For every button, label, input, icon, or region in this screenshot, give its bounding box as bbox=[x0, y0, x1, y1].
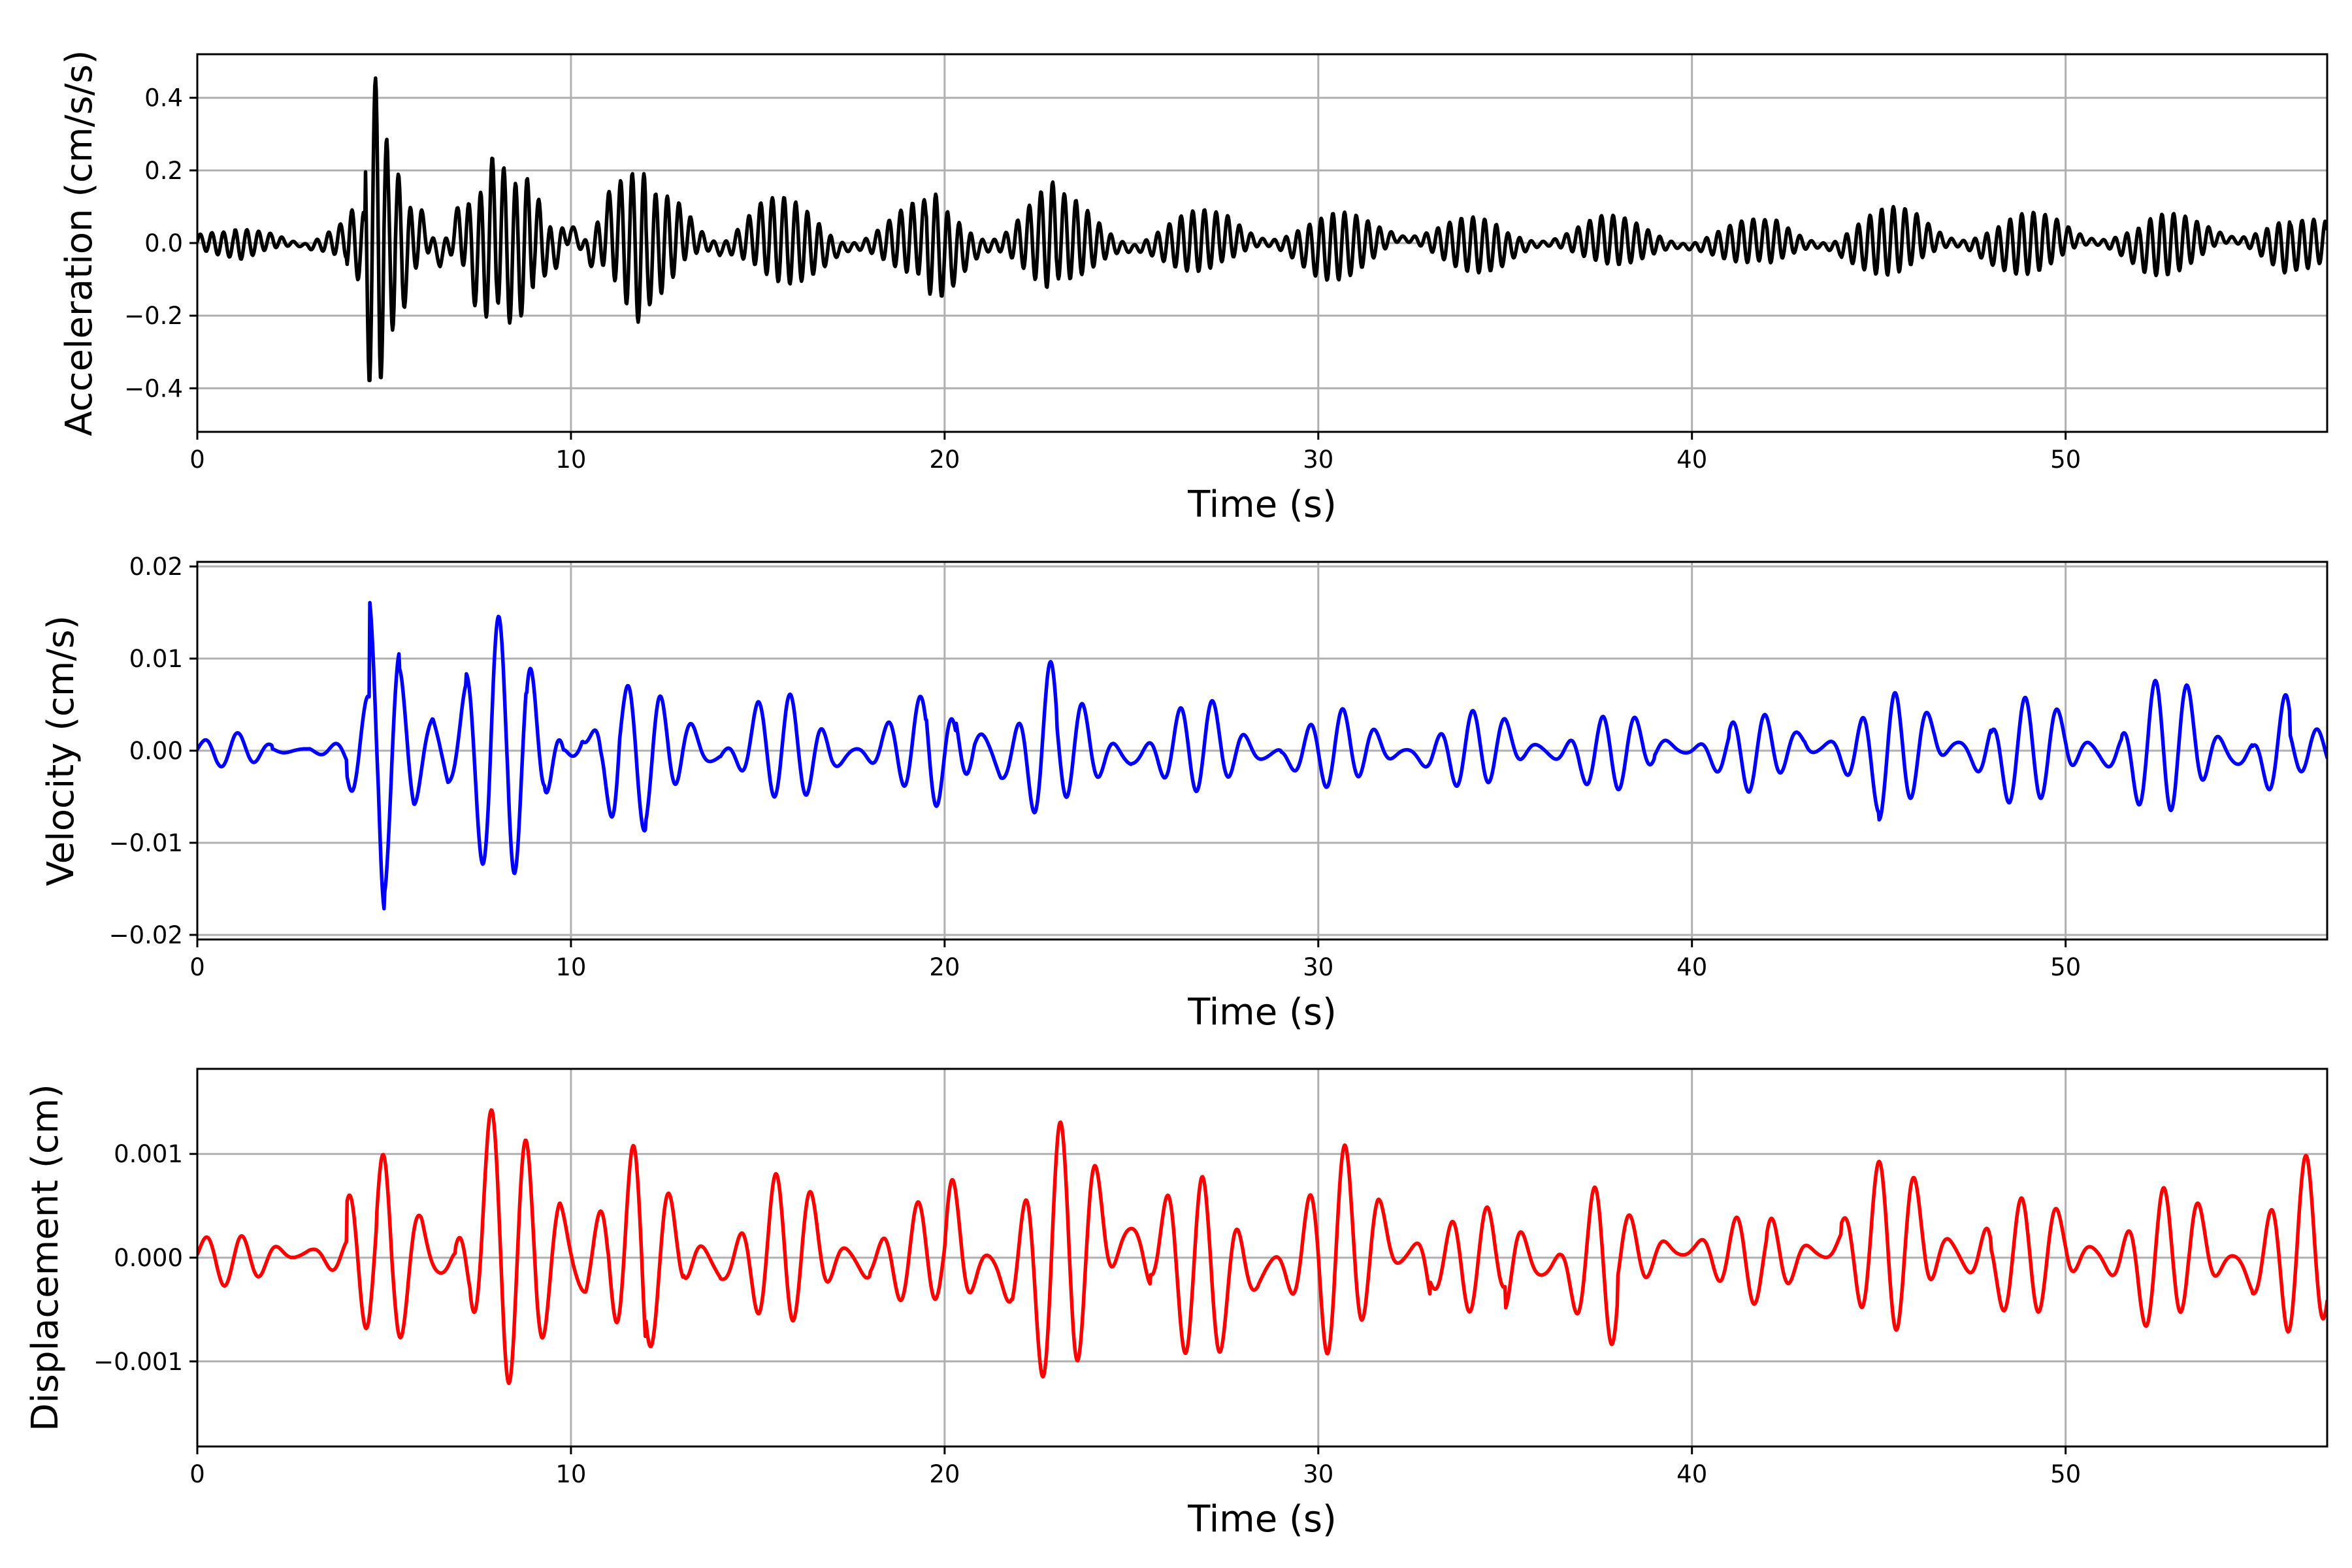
x-axis-label: Time (s) bbox=[1187, 1498, 1337, 1541]
x-tick-label: 50 bbox=[2050, 1460, 2081, 1488]
y-tick-label: 0.000 bbox=[114, 1244, 183, 1272]
displacement-series-line bbox=[197, 1108, 2327, 1386]
y-tick-label: −0.2 bbox=[124, 302, 183, 330]
subplot-acceleration: 0 10 20 30 40 50 −0.4 −0.2 0.0 0.2 0.4 Time (s) Acce… bbox=[58, 50, 2328, 526]
x-axis-label: Time (s) bbox=[1187, 991, 1337, 1034]
x-tick-label: 50 bbox=[2050, 953, 2081, 981]
x-tick-label: 0 bbox=[189, 446, 205, 474]
x-tick-label: 10 bbox=[555, 446, 586, 474]
x-tick-label: 40 bbox=[1676, 953, 1707, 981]
x-tick-label: 20 bbox=[929, 1460, 960, 1488]
x-tick-label: 30 bbox=[1303, 953, 1333, 981]
y-axis-label: Velocity (cm/s) bbox=[40, 615, 82, 887]
acceleration-series-line bbox=[197, 76, 2327, 382]
y-axis-label: Displacement (cm) bbox=[24, 1084, 67, 1431]
y-tick-label: −0.01 bbox=[109, 829, 183, 857]
y-tick-label: 0.00 bbox=[129, 737, 183, 765]
y-tick-label: −0.001 bbox=[93, 1348, 183, 1376]
subplot-displacement: 0 10 20 30 40 50 −0.001 0.000 0.001 Time (s) Displ… bbox=[24, 1068, 2328, 1541]
x-tick-label: 20 bbox=[929, 953, 960, 981]
x-tick-label: 50 bbox=[2050, 446, 2081, 474]
velocity-series-line bbox=[197, 600, 2327, 911]
y-axis-label: Acceleration (cm/s/s) bbox=[58, 50, 101, 436]
y-tick-label: 0.02 bbox=[129, 553, 183, 581]
y-tick-label: 0.2 bbox=[144, 157, 183, 185]
x-tick-label: 10 bbox=[555, 1460, 586, 1488]
y-tick-label: 0.0 bbox=[144, 229, 183, 257]
x-tick-label: 30 bbox=[1303, 446, 1333, 474]
y-tick-label: 0.4 bbox=[144, 84, 183, 112]
x-tick-label: 20 bbox=[929, 446, 960, 474]
x-tick-label: 0 bbox=[189, 953, 205, 981]
subplot-velocity: 0 10 20 30 40 50 −0.02 −0.01 0.00 0.01 0.02 Time (s… bbox=[40, 553, 2328, 1034]
y-tick-label: −0.02 bbox=[109, 921, 183, 949]
x-tick-label: 40 bbox=[1676, 446, 1707, 474]
x-tick-label: 10 bbox=[555, 953, 586, 981]
y-tick-label: −0.4 bbox=[124, 374, 183, 402]
y-tick-label: 0.001 bbox=[114, 1140, 183, 1168]
x-tick-label: 30 bbox=[1303, 1460, 1333, 1488]
x-tick-label: 0 bbox=[189, 1460, 205, 1488]
x-tick-label: 40 bbox=[1676, 1460, 1707, 1488]
y-tick-label: 0.01 bbox=[129, 645, 183, 673]
x-axis-label: Time (s) bbox=[1187, 483, 1337, 526]
